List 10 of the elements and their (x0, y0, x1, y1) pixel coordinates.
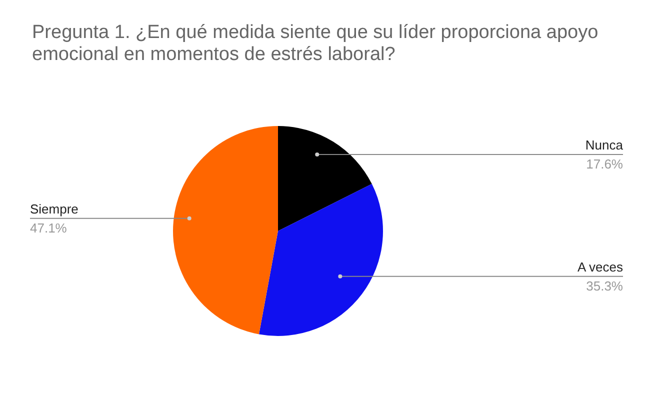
pie-slice (258, 184, 383, 336)
data-label: 35.3% (586, 278, 624, 294)
data-label: 47.1% (30, 220, 68, 236)
slice-label: Siempre (30, 201, 78, 216)
pie-slice (173, 126, 278, 334)
chart-title: Pregunta 1. ¿En qué medida siente que su líder proporciona apoyo emocional en momentos de estrés laboral? (31, 21, 600, 66)
data-label: 17.6% (586, 156, 624, 172)
pie-slice (278, 126, 372, 231)
slice-label: A veces (577, 259, 624, 274)
slice-label: Nunca (585, 138, 624, 153)
